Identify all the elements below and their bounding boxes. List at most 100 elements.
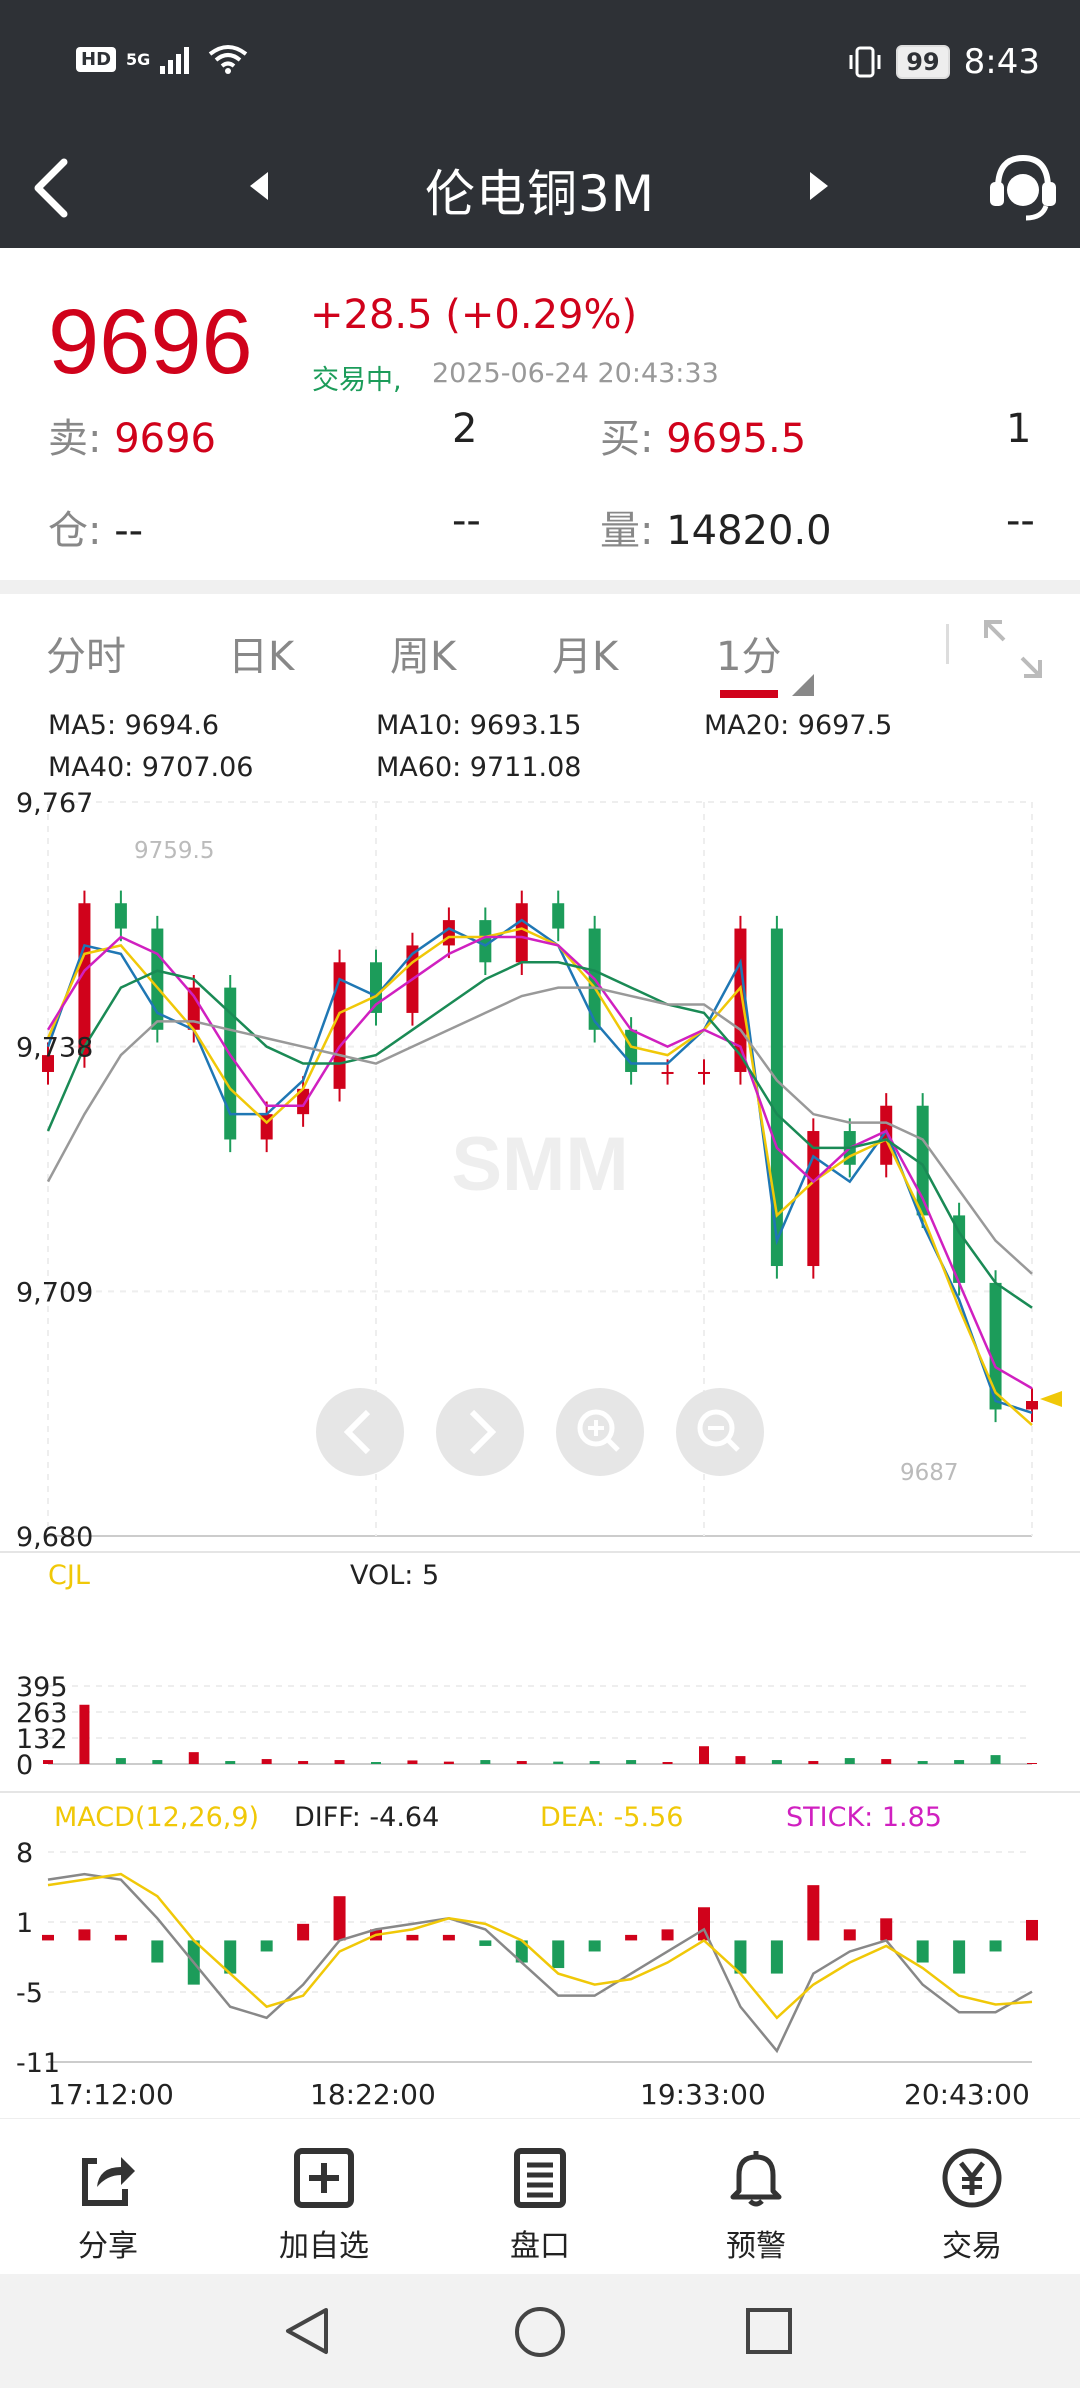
tab-daily-k[interactable]: 日K [228, 634, 295, 680]
macd-stick-bar [807, 1885, 820, 1941]
macd-stick-bar [843, 1929, 856, 1941]
volume-bar [881, 1759, 892, 1764]
nav-back-icon[interactable] [280, 2304, 334, 2358]
macd-stick-bar [151, 1940, 164, 1963]
macd-dea-label: DEA: -5.56 [540, 1802, 683, 1833]
zoom-out-button[interactable] [676, 1388, 764, 1476]
period-dropdown-icon[interactable] [792, 674, 814, 696]
candle-body [224, 987, 237, 1140]
customer-service-icon[interactable] [986, 146, 1060, 226]
tab-divider [946, 624, 949, 664]
candle-body [880, 1105, 893, 1165]
kline-chart[interactable]: SMM 9,767 9,738 9,709 9,680 9759.5 9687 CJL [0, 700, 1080, 2118]
status-right: 99 8:43 [848, 42, 1040, 82]
ma10-legend: MA10: 9693.15 [376, 710, 582, 741]
volume-panel-label: CJL [48, 1560, 90, 1591]
macd-diff-label: DIFF: -4.64 [294, 1802, 439, 1833]
volume-bar [735, 1756, 746, 1764]
candle-body [625, 1029, 638, 1072]
volume-bar [79, 1704, 90, 1764]
volume-bar [480, 1760, 491, 1764]
add-watchlist-button[interactable]: 加自选 [264, 2147, 384, 2265]
page-title: 伦电铜3M [425, 165, 655, 223]
scroll-left-button[interactable] [316, 1388, 404, 1476]
ma5-line [46, 918, 1033, 1415]
fullscreen-icon[interactable] [980, 616, 1046, 682]
trade-button[interactable]: 交易 [912, 2147, 1032, 2265]
scroll-right-icon[interactable] [436, 1388, 524, 1476]
signal-icon [160, 47, 190, 74]
volume-tick-label: 395 [16, 1672, 68, 1703]
share-button[interactable]: 分享 [48, 2147, 168, 2265]
prev-arrow-icon[interactable] [250, 172, 268, 200]
period-tabs: 分时 日K 周K 月K 1分 [0, 594, 1080, 700]
volume-bar [662, 1762, 673, 1764]
macd-stick-bar [588, 1940, 601, 1952]
ma10-line [46, 927, 1033, 1426]
volume-bar [188, 1752, 199, 1764]
macd-stick-bar [1026, 1919, 1038, 1941]
ma60-line [46, 986, 1033, 1275]
alert-button[interactable]: 预警 [696, 2147, 816, 2265]
ma60-legend: MA60: 9711.08 [376, 752, 582, 783]
macd-stick-bar [406, 1934, 419, 1941]
zoom-out-icon[interactable] [676, 1388, 764, 1476]
volume-tick-label: 132 [16, 1724, 68, 1755]
volume-bar [115, 1758, 126, 1764]
ma5-legend: MA5: 9694.6 [48, 710, 220, 741]
candle-body [479, 920, 492, 963]
ma20-legend: MA20: 9697.5 [704, 710, 893, 741]
candle-body [42, 1055, 54, 1072]
macd-tick-label: -11 [16, 2048, 60, 2079]
low-marker-label: 9687 [900, 1460, 959, 1486]
candle-body [78, 903, 91, 1056]
nav-home-icon[interactable] [512, 2304, 568, 2360]
volume-bar [808, 1761, 819, 1764]
price-tick-label: 9,767 [16, 788, 93, 819]
candle-body [734, 928, 747, 1072]
macd-stick-bar [953, 1940, 966, 1974]
macd-panel-label: MACD(12,26,9) [54, 1802, 259, 1833]
candle-body [552, 903, 565, 929]
order-book-label: 盘口 [510, 2229, 570, 2264]
tab-1min[interactable]: 1分 [716, 634, 782, 680]
bottom-toolbar: 分享 加自选 盘口 预警 交易 [0, 2118, 1080, 2274]
price-tick-label: 9,709 [16, 1277, 93, 1308]
volume-bar [152, 1760, 163, 1764]
clock: 8:43 [963, 42, 1040, 82]
tab-monthly-k[interactable]: 月K [552, 634, 619, 680]
macd-stick-bar [442, 1934, 455, 1941]
tab-intraday[interactable]: 分时 [46, 634, 126, 680]
sell-price: 9696 [114, 416, 216, 462]
candle-body [807, 1131, 820, 1267]
order-book-button[interactable]: 盘口 [480, 2147, 600, 2265]
macd-stick-bar [552, 1940, 565, 1969]
zoom-in-button[interactable] [556, 1388, 644, 1476]
macd-stick-bar [297, 1923, 310, 1941]
volume-bar [954, 1760, 965, 1764]
ma40-legend: MA40: 9707.06 [48, 752, 254, 783]
macd-dea-line [47, 1872, 1033, 2020]
system-nav-bar [0, 2274, 1080, 2388]
candle-body [114, 903, 127, 929]
back-icon[interactable] [24, 148, 84, 228]
next-arrow-icon[interactable] [810, 172, 828, 200]
tab-weekly-k[interactable]: 周K [390, 634, 457, 680]
volume-bar [1027, 1763, 1037, 1765]
candle-body [661, 1071, 674, 1074]
volume-bar [626, 1760, 637, 1764]
macd-stick-bar [916, 1940, 929, 1963]
macd-stick-bar [515, 1940, 528, 1963]
vibrate-icon [849, 46, 881, 78]
nav-recents-icon[interactable] [744, 2306, 794, 2356]
zoom-in-icon[interactable] [556, 1388, 644, 1476]
sell-qty: 2 [452, 406, 478, 452]
volume-bar [43, 1760, 53, 1764]
app-header: 伦电铜3M [0, 128, 1080, 248]
candle-body [698, 1071, 710, 1074]
scroll-left-icon[interactable] [316, 1388, 404, 1476]
volume-value-label: VOL: 5 [350, 1560, 439, 1591]
macd-stick-bar [333, 1896, 346, 1941]
order-book-icon [514, 2148, 566, 2208]
scroll-right-button[interactable] [436, 1388, 524, 1476]
